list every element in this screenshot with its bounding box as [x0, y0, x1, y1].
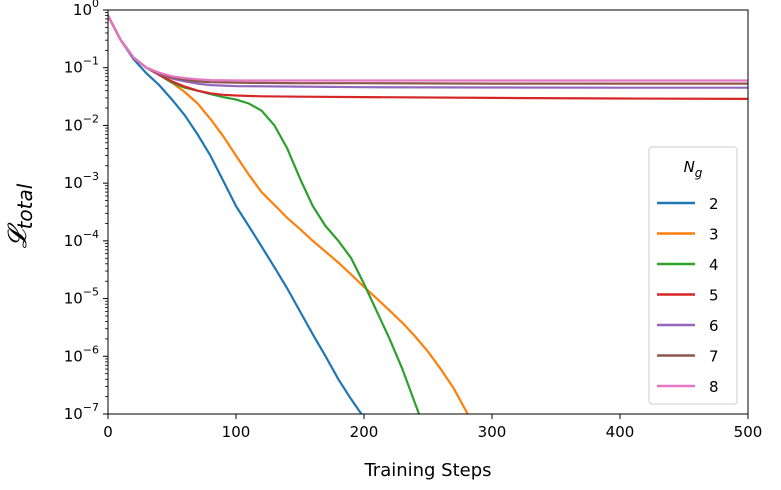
legend-title: Ng: [684, 158, 703, 180]
plot-frame: [107, 9, 749, 415]
legend-label-5: 5: [709, 287, 719, 305]
y-tick-label: 10−6: [64, 343, 99, 365]
y-tick-label: 10−2: [64, 112, 99, 134]
legend-entries: 2 3 4 5 6 7 8: [657, 195, 719, 396]
x-tick-label: 400: [606, 423, 635, 441]
series-line-2: [108, 14, 363, 414]
series-line-8: [108, 14, 748, 82]
legend-label-7: 7: [709, 348, 719, 366]
legend-label-2: 2: [709, 195, 719, 213]
y-tick-label: 10−3: [64, 170, 99, 192]
legend: Ng 2 3 4 5 6 7 8: [648, 146, 738, 405]
legend-label-3: 3: [709, 226, 719, 244]
x-tick-label: 200: [350, 423, 379, 441]
y-tick-label: 100: [73, 0, 99, 19]
legend-label-4: 4: [709, 256, 719, 274]
y-tick-label: 10−5: [64, 286, 99, 308]
x-tick-label: 0: [103, 423, 113, 441]
x-tick-label: 300: [478, 423, 507, 441]
series-line-4: [108, 14, 421, 414]
x-axis-title: Training Steps: [363, 460, 491, 481]
legend-box: [648, 146, 738, 405]
series-layer: [108, 14, 748, 414]
x-tick-label: 100: [222, 423, 251, 441]
series-line-6: [108, 14, 748, 89]
y-axis: 10−7 10−6 10−5 10−4 10−3 10−2 10−1 100: [64, 0, 108, 423]
y-tick-label: 10−4: [64, 228, 99, 250]
series-line-7: [108, 14, 748, 85]
legend-label-6: 6: [709, 317, 719, 335]
x-tick-label: 500: [734, 423, 763, 441]
y-tick-label: 10−7: [64, 401, 99, 423]
legend-label-8: 8: [709, 378, 719, 396]
x-axis: 0 100 200 300 400 500: [103, 414, 762, 441]
y-tick-label: 10−1: [64, 55, 99, 77]
y-axis-title: 𝓛total: [3, 183, 37, 248]
